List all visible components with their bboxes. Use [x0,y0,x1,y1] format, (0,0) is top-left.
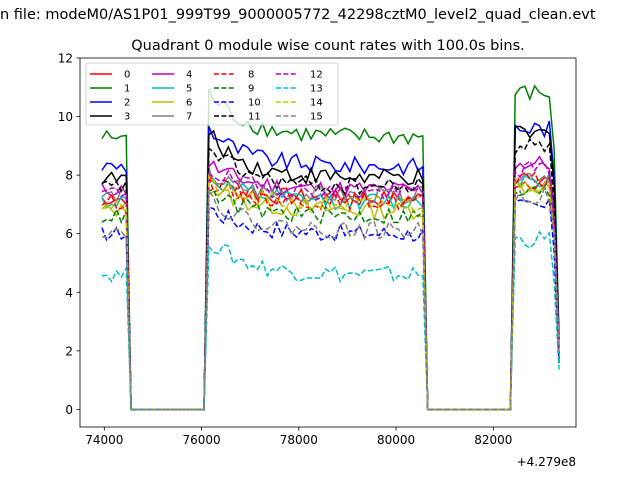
x-tick-label: 76000 [182,433,220,447]
x-tick-label: 74000 [85,433,123,447]
series-layer [101,84,560,411]
legend-label: 15 [310,112,323,123]
y-tick-label: 6 [65,227,73,241]
legend-label: 6 [186,98,192,109]
y-tick-label: 4 [65,286,73,300]
y-tick-label: 0 [65,403,73,417]
axes-frame [79,57,577,428]
legend-label: 5 [186,84,192,95]
legend-label: 7 [186,112,192,123]
legend-label: 10 [248,98,261,109]
y-tick-label: 10 [58,110,73,124]
x-offset-label: +4.279e8 [517,455,576,469]
legend-box [85,62,339,126]
legend-label: 12 [310,70,323,81]
figure-suptitle: n file: modeM0/AS1P01_999T99_9000005772_… [0,7,596,23]
legend-label: 13 [310,84,323,95]
x-tick-label: 80000 [377,433,415,447]
x-tick-label: 78000 [280,433,318,447]
legend-label: 8 [248,70,254,81]
legend-label: 11 [248,112,261,123]
axes-layer: 74000 76000 78000 80000 82000+4.279e80246810… [58,52,577,469]
legend-label: 2 [124,98,130,109]
series-line-15 [101,186,560,411]
legend-label: 3 [124,112,130,123]
chart-title: Quadrant 0 module wise count rates with … [131,38,525,54]
y-tick-label: 8 [65,169,73,183]
x-tick-label: 82000 [474,433,512,447]
legend-label: 0 [124,70,130,81]
y-tick-label: 2 [65,344,73,358]
legend-label: 14 [310,98,323,109]
legend-label: 4 [186,70,192,81]
legend-label: 9 [248,84,254,95]
legend-label: 1 [124,84,130,95]
y-tick-label: 12 [58,52,73,66]
